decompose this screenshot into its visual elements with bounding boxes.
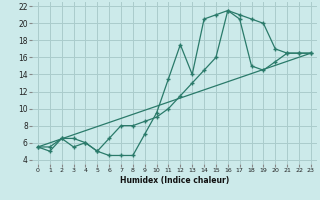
X-axis label: Humidex (Indice chaleur): Humidex (Indice chaleur) xyxy=(120,176,229,185)
